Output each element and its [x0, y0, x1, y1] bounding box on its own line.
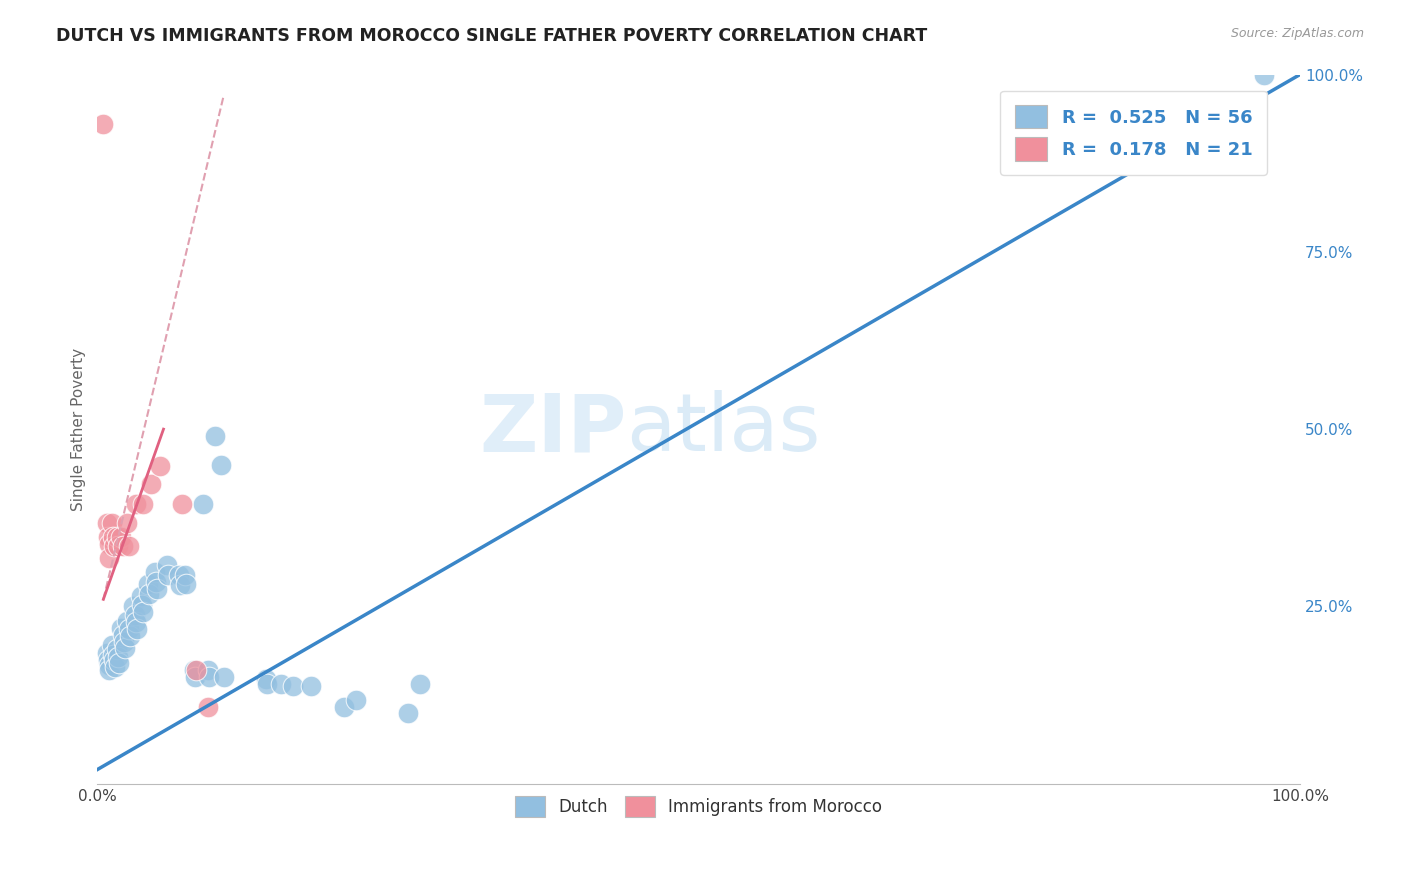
- Point: [118, 629, 141, 643]
- Point: [98, 663, 121, 677]
- Point: [408, 677, 430, 691]
- Point: [283, 679, 305, 693]
- Point: [176, 576, 198, 591]
- Point: [107, 539, 129, 553]
- Legend: Dutch, Immigrants from Morocco: Dutch, Immigrants from Morocco: [508, 788, 890, 825]
- Point: [204, 429, 226, 443]
- Point: [104, 659, 127, 673]
- Y-axis label: Single Father Poverty: Single Father Poverty: [72, 348, 86, 511]
- Point: [107, 650, 129, 665]
- Point: [344, 693, 367, 707]
- Point: [396, 706, 419, 720]
- Point: [124, 607, 146, 622]
- Point: [197, 663, 219, 677]
- Point: [101, 639, 124, 653]
- Point: [141, 477, 163, 491]
- Point: [117, 614, 139, 628]
- Point: [96, 516, 118, 530]
- Point: [184, 663, 207, 677]
- Point: [125, 615, 148, 629]
- Point: [122, 599, 145, 614]
- Text: Source: ZipAtlas.com: Source: ZipAtlas.com: [1230, 27, 1364, 40]
- Point: [270, 677, 292, 691]
- Point: [125, 622, 148, 636]
- Point: [157, 567, 180, 582]
- Point: [129, 589, 152, 603]
- Point: [136, 576, 159, 591]
- Point: [97, 652, 120, 666]
- Point: [117, 516, 139, 530]
- Point: [143, 566, 166, 580]
- Point: [131, 598, 153, 612]
- Point: [101, 530, 124, 544]
- Point: [138, 587, 160, 601]
- Point: [156, 558, 179, 573]
- Point: [114, 640, 136, 655]
- Point: [183, 663, 205, 677]
- Point: [184, 670, 207, 684]
- Point: [105, 530, 128, 544]
- Point: [209, 458, 232, 472]
- Point: [98, 551, 121, 566]
- Point: [193, 497, 215, 511]
- Point: [212, 670, 235, 684]
- Point: [103, 539, 125, 553]
- Point: [132, 605, 155, 619]
- Point: [256, 677, 278, 691]
- Point: [169, 578, 191, 592]
- Point: [149, 458, 172, 473]
- Point: [197, 700, 219, 714]
- Point: [110, 530, 132, 544]
- Point: [98, 657, 121, 672]
- Point: [170, 497, 193, 511]
- Point: [333, 700, 356, 714]
- Point: [111, 539, 134, 553]
- Point: [174, 567, 197, 582]
- Point: [98, 537, 121, 551]
- Point: [145, 574, 167, 589]
- Point: [111, 628, 134, 642]
- Point: [103, 652, 125, 666]
- Point: [299, 679, 322, 693]
- Point: [1253, 68, 1275, 82]
- Text: ZIP: ZIP: [479, 390, 627, 468]
- Point: [105, 642, 128, 657]
- Point: [108, 656, 131, 670]
- Point: [254, 672, 277, 686]
- Point: [125, 497, 148, 511]
- Point: [117, 622, 139, 636]
- Point: [97, 530, 120, 544]
- Point: [132, 497, 155, 511]
- Point: [101, 516, 124, 530]
- Point: [146, 582, 169, 596]
- Point: [167, 567, 190, 582]
- Point: [96, 646, 118, 660]
- Point: [112, 635, 135, 649]
- Point: [93, 117, 115, 131]
- Point: [198, 670, 221, 684]
- Point: [110, 621, 132, 635]
- Point: [101, 648, 124, 662]
- Point: [117, 539, 139, 553]
- Text: DUTCH VS IMMIGRANTS FROM MOROCCO SINGLE FATHER POVERTY CORRELATION CHART: DUTCH VS IMMIGRANTS FROM MOROCCO SINGLE …: [56, 27, 928, 45]
- Text: atlas: atlas: [627, 390, 821, 468]
